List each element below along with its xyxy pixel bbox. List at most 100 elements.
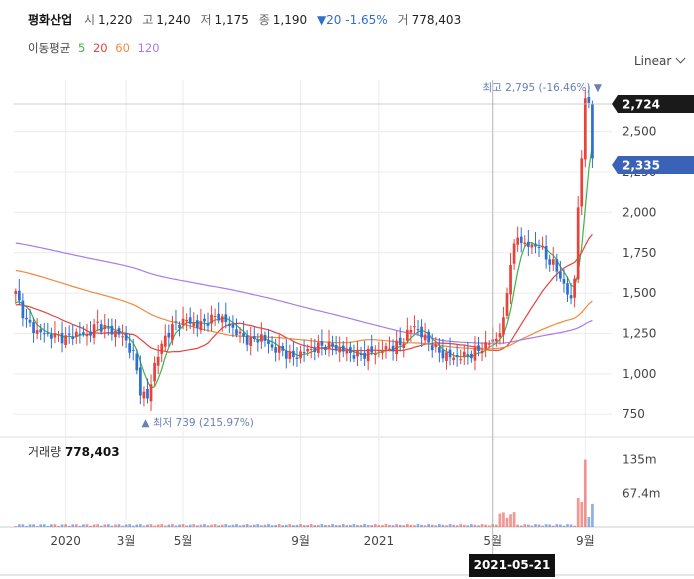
volume-bar [413, 525, 416, 527]
candle-body [580, 158, 584, 207]
volume-bar [448, 524, 452, 527]
candle-body [252, 336, 256, 339]
volume-bar [470, 524, 473, 527]
candle-body [224, 314, 228, 323]
ma-legend-5[interactable]: 5 [77, 41, 86, 55]
ma-legend-20[interactable]: 20 [92, 41, 108, 55]
volume-bar [455, 525, 459, 527]
scale-selector[interactable]: Linear [634, 53, 686, 68]
volume-bar [60, 524, 64, 527]
candle-body [270, 344, 274, 348]
candle-body [331, 343, 334, 347]
candle-body [494, 338, 498, 342]
volume-bar [78, 525, 82, 527]
volume-bar [576, 497, 580, 527]
volume-bar [281, 525, 285, 527]
volume-bar [96, 524, 100, 527]
volume-bar [313, 525, 317, 527]
candle-body [235, 329, 238, 335]
volume-bar [438, 524, 441, 527]
candle-body [559, 271, 562, 279]
volume-bar [402, 525, 406, 527]
volume-bar [124, 524, 128, 527]
candle-body [466, 354, 470, 357]
candle-body [338, 347, 342, 353]
volume-bar [213, 524, 217, 527]
candle-body [512, 243, 516, 264]
volume-bar [288, 524, 292, 527]
candle-body [448, 349, 452, 358]
volume-bar [356, 524, 359, 527]
candle-body [363, 352, 366, 359]
volume-bar [327, 524, 331, 527]
volume-bar [160, 524, 164, 527]
volume-bar [466, 525, 470, 527]
price-header: 평화산업 시 1,220 고 1,240 저 1,175 종 1,190 ▼20 -1.… [28, 11, 467, 28]
candle-body [377, 350, 381, 352]
candle-body [89, 331, 92, 336]
volume-bar [89, 525, 92, 527]
volume-bar [441, 524, 445, 527]
volume-bar [235, 524, 238, 527]
candle-body [349, 347, 352, 354]
volume-bar [526, 524, 530, 527]
volume-bar [509, 514, 512, 527]
volume-bar [484, 524, 487, 527]
volume-bar [530, 525, 534, 527]
candle-body [14, 290, 18, 295]
candle-body [384, 346, 388, 350]
volume-bar [21, 524, 25, 527]
candle-body [21, 300, 25, 319]
volume-bar [110, 525, 114, 527]
volume-bar [50, 524, 53, 527]
candle-body [352, 355, 356, 359]
candle-body [217, 314, 221, 321]
candle-body [139, 367, 142, 396]
candle-body [249, 337, 253, 346]
candle-body [420, 326, 423, 338]
volume-bar [480, 524, 484, 527]
volume-bar [445, 525, 448, 527]
candle-body [487, 343, 491, 345]
volume-bar [25, 525, 28, 527]
candle-body [267, 340, 270, 344]
candle-body [174, 321, 178, 323]
candle-body [459, 359, 463, 361]
candle-body [445, 352, 448, 362]
candle-body [477, 345, 480, 351]
ma-legend-label: 이동평균 [28, 41, 71, 55]
volume-bar [388, 524, 391, 527]
volume-bar [114, 524, 117, 527]
volume-bar [551, 525, 555, 527]
volume-bar [203, 524, 206, 527]
volume-bar [324, 525, 327, 527]
candle-body [544, 246, 548, 260]
volume-bar [174, 525, 178, 527]
volume-bar [171, 524, 174, 527]
candle-body [516, 237, 520, 245]
candle-body [146, 388, 149, 399]
candle-body [555, 259, 559, 272]
candle-body [566, 283, 569, 295]
volume-bar [103, 524, 107, 527]
candle-body [345, 349, 349, 354]
candle-body [227, 323, 231, 327]
crosshair-date-label: 2021-05-21 [469, 554, 555, 577]
candle-body [124, 333, 128, 341]
candle-body [402, 343, 406, 349]
ma-legend-60[interactable]: 60 [115, 41, 130, 55]
volume-bar [427, 524, 431, 527]
volume-bar [17, 524, 21, 527]
volume-bar [277, 524, 281, 527]
candle-body [231, 324, 235, 328]
volume-bar [146, 524, 149, 527]
ma-legend-120[interactable]: 120 [137, 41, 160, 55]
volume-bar [409, 524, 413, 527]
volume-bar [32, 524, 35, 527]
volume-bar [395, 524, 399, 527]
volume-bar [462, 524, 466, 527]
candle-body [480, 350, 484, 354]
volume-bar [82, 524, 85, 527]
high-label: 고 [142, 13, 154, 27]
